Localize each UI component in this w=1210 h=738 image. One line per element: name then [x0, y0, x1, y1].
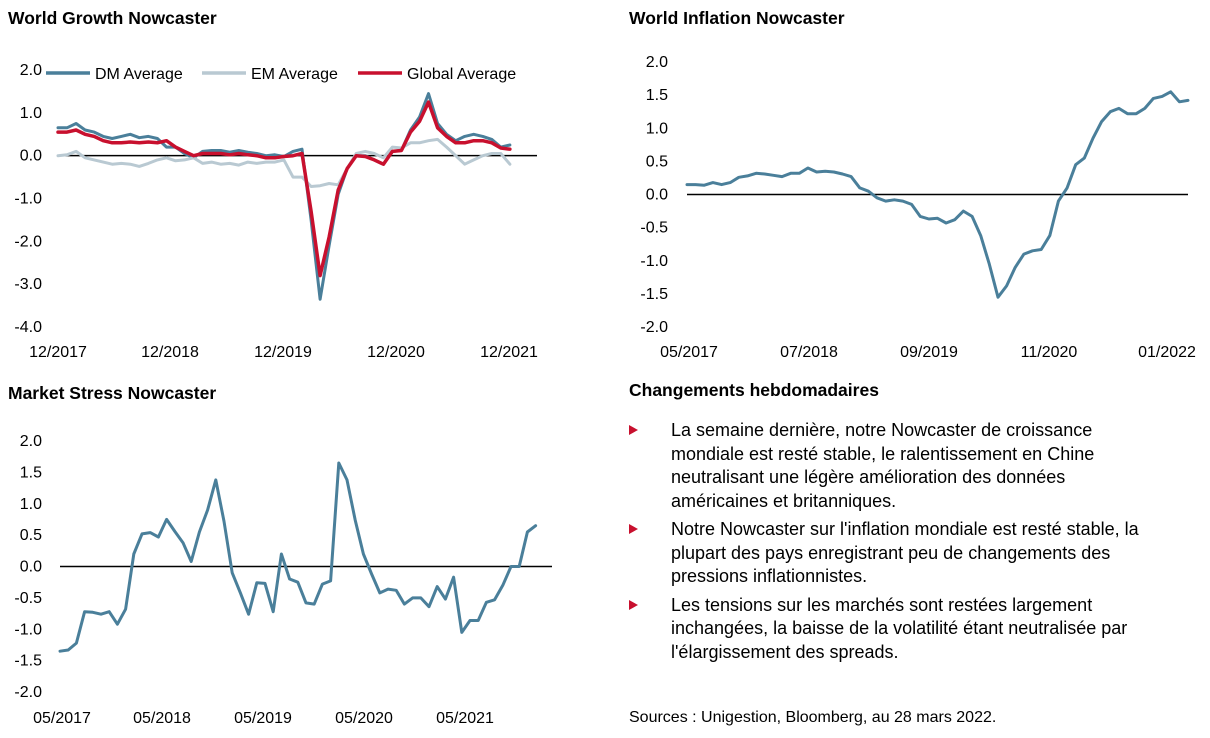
x-tick-label: 05/2021 — [436, 710, 494, 727]
x-tick-label: 07/2018 — [780, 344, 838, 361]
legend-label: DM Average — [95, 66, 183, 83]
bullet-line: inchangées, la baisse de la volatilité é… — [671, 618, 1128, 638]
series-line — [56, 137, 512, 188]
y-tick-label: 2.0 — [646, 54, 668, 71]
inflation-chart: 2.0 1.5 1.0 0.5 0.0 -0.5 -1.0 -1.5 -2.0 05/2017 07… — [640, 54, 1196, 361]
y-tick-label: 1.5 — [646, 87, 668, 104]
y-tick-label: -2.0 — [14, 233, 42, 250]
y-tick-label: 1.5 — [20, 464, 42, 481]
y-tick-label: 1.0 — [646, 120, 668, 137]
y-tick-label: -2.0 — [14, 684, 42, 701]
x-tick-label: 09/2019 — [900, 344, 958, 361]
x-tick-label: 12/2020 — [367, 344, 425, 361]
x-tick-label: 05/2017 — [660, 344, 718, 361]
x-tick-label: 11/2020 — [1021, 344, 1078, 361]
list-item: Les tensions sur les marchés sont restée… — [629, 594, 1204, 665]
list-item: Notre Nowcaster sur l'inflation mondiale… — [629, 518, 1204, 589]
weekly-changes-section: Changements hebdomadaires La semaine der… — [629, 380, 1204, 669]
bullet-line: La semaine dernière, notre Nowcaster de … — [671, 420, 1093, 440]
y-tick-label: -4.0 — [14, 319, 42, 336]
x-tick-label: 05/2019 — [234, 710, 292, 727]
y-tick-label: -2.0 — [640, 319, 668, 336]
y-tick-label: 0.5 — [646, 153, 668, 170]
weekly-changes-list: La semaine dernière, notre Nowcaster de … — [629, 419, 1204, 664]
stress-chart-title: Market Stress Nowcaster — [8, 383, 217, 403]
y-tick-label: -1.5 — [640, 286, 668, 303]
y-tick-label: -0.5 — [640, 220, 668, 237]
x-tick-label: 05/2018 — [133, 710, 191, 727]
growth-chart-title: World Growth Nowcaster — [8, 8, 217, 28]
series-line — [58, 461, 538, 653]
weekly-changes-title: Changements hebdomadaires — [629, 380, 879, 400]
triangle-bullet-icon — [629, 599, 638, 610]
bullet-line: américaines et britanniques. — [671, 490, 897, 511]
bullet-line: Les tensions sur les marchés sont restée… — [671, 594, 1093, 615]
x-tick-label: 12/2019 — [254, 344, 312, 361]
x-tick-label: 05/2020 — [335, 710, 393, 727]
y-tick-label: -1.0 — [640, 253, 668, 270]
y-tick-label: 0.5 — [20, 527, 42, 544]
bullet-line: l'élargissement des spreads. — [671, 641, 899, 662]
y-tick-label: -3.0 — [14, 276, 42, 293]
y-tick-label: 2.0 — [20, 62, 42, 79]
y-tick-label: 0.0 — [646, 187, 668, 204]
x-tick-label: 01/2022 — [1138, 344, 1196, 361]
y-tick-label: -1.5 — [14, 653, 42, 670]
y-tick-label: 0.0 — [20, 148, 42, 165]
y-tick-label: 0.0 — [20, 559, 42, 576]
y-tick-label: -0.5 — [14, 590, 42, 607]
y-tick-label: 1.0 — [20, 105, 42, 122]
bullet-line: neutralisant une légère amélioration des… — [671, 467, 1066, 487]
stress-chart: 2.0 1.5 1.0 0.5 0.0 -0.5 -1.0 -1.5 -2.0 05/2017 05… — [14, 433, 552, 727]
triangle-bullet-icon — [629, 524, 638, 534]
y-tick-label: -1.0 — [14, 621, 42, 638]
inflation-chart-title: World Inflation Nowcaster — [629, 8, 845, 28]
bullet-line: plupart des pays enregistrant peu de cha… — [671, 542, 1111, 563]
x-tick-label: 12/2018 — [141, 344, 199, 361]
list-item: La semaine dernière, notre Nowcaster de … — [629, 419, 1204, 513]
bullet-line: mondiale est resté stable, le ralentisse… — [671, 443, 1095, 464]
sources-note: Sources : Unigestion, Bloomberg, au 28 m… — [629, 709, 997, 726]
x-tick-label: 12/2021 — [480, 344, 538, 361]
bullet-line: Notre Nowcaster sur l'inflation mondiale… — [671, 519, 1139, 539]
growth-chart: 2.0 1.0 0.0 -1.0 -2.0 -3.0 -4.0 12/2017 12/2018 1… — [14, 62, 538, 361]
series-line — [685, 90, 1190, 299]
legend-label: Global Average — [407, 66, 516, 83]
x-tick-label: 05/2017 — [33, 710, 91, 727]
y-tick-label: -1.0 — [14, 191, 42, 208]
y-tick-label: 2.0 — [20, 433, 42, 450]
legend-label: EM Average — [251, 66, 338, 83]
x-tick-label: 12/2017 — [29, 344, 87, 361]
series-line — [56, 100, 512, 278]
bullet-line: pressions inflationnistes. — [671, 566, 868, 586]
y-tick-label: 1.0 — [20, 496, 42, 513]
triangle-bullet-icon — [629, 425, 638, 435]
